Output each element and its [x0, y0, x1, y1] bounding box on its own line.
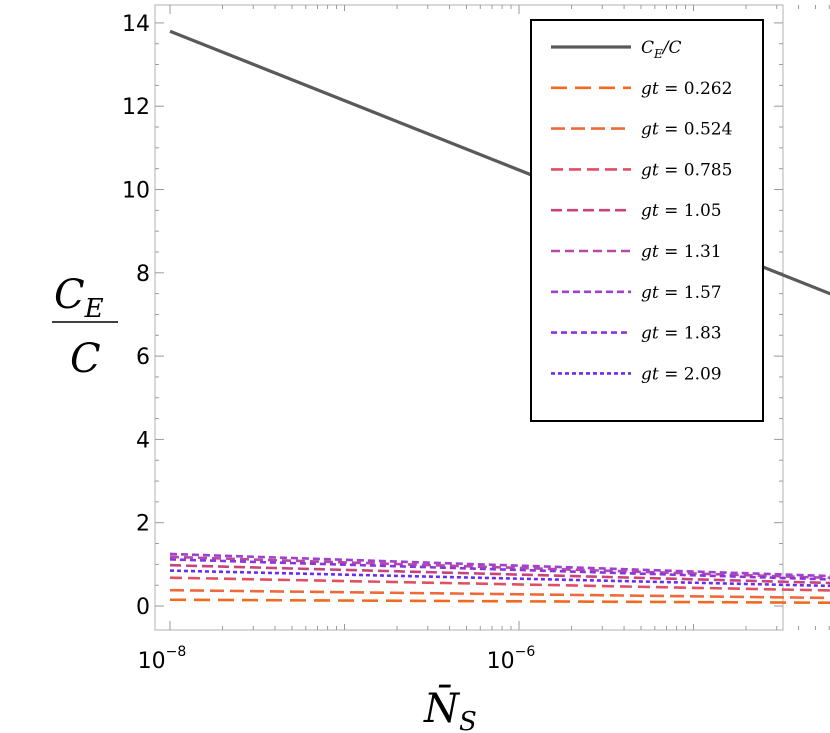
x-axis-title: N̄S — [423, 685, 477, 733]
y-tick-label: 12 — [122, 95, 150, 120]
minor-ticks — [155, 5, 830, 630]
legend: CE/C gt = 0.262 gt = 0.524 gt = 0.785 gt = 1… — [530, 19, 764, 422]
legend-label-1: gt = 0.262 — [641, 79, 732, 99]
legend-label-7: gt = 1.83 — [641, 324, 722, 344]
series-line-3 — [169, 576, 830, 592]
y-axis-title-num-main: C — [54, 272, 85, 318]
legend-label-8: gt = 2.09 — [641, 364, 722, 384]
series-line-6 — [169, 552, 830, 578]
y-axis-title-den: C — [70, 336, 101, 382]
legend-label-0: CE/C — [641, 38, 682, 61]
y-tick-label: 4 — [136, 428, 150, 453]
legend-label-4: gt = 1.05 — [641, 201, 722, 221]
series-line-8 — [169, 569, 830, 588]
series-lines — [169, 29, 830, 605]
series-line-0 — [169, 29, 830, 296]
y-axis-title: CE C — [52, 272, 118, 382]
legend-label-5: gt = 1.31 — [641, 242, 722, 262]
series-line-7 — [169, 558, 830, 581]
svg-text:CE: CE — [54, 272, 104, 324]
y-tick-label: 14 — [122, 12, 150, 37]
legend-label-6: gt = 1.57 — [641, 283, 722, 303]
x-axis-title-sub: S — [459, 707, 477, 733]
series-line-5 — [169, 555, 830, 580]
x-axis-title-main: N̄ — [423, 685, 461, 732]
x-tick-label: 10−8 — [138, 644, 187, 674]
y-tick-label: 6 — [136, 345, 150, 370]
y-tick-label: 10 — [122, 179, 150, 204]
x-tick-label: 10−6 — [487, 644, 536, 674]
y-tick-label: 2 — [136, 512, 150, 537]
y-tick-label: 0 — [136, 595, 150, 620]
y-tick-label: 8 — [136, 262, 150, 287]
legend-label-2: gt = 0.524 — [641, 120, 732, 140]
x-axis-ticks: 10−810−610−410−2 — [138, 644, 536, 674]
series-line-2 — [169, 588, 830, 600]
svg-text:N̄S: N̄S — [423, 685, 477, 733]
y-axis-title-num-sub: E — [84, 294, 104, 324]
legend-label-3: gt = 0.785 — [641, 160, 732, 180]
legend-box — [530, 19, 764, 422]
y-axis-ticks: 0 2 4 6 8 10 12 14 — [122, 12, 150, 620]
series-line-4 — [169, 563, 830, 585]
series-line-1 — [169, 598, 830, 605]
